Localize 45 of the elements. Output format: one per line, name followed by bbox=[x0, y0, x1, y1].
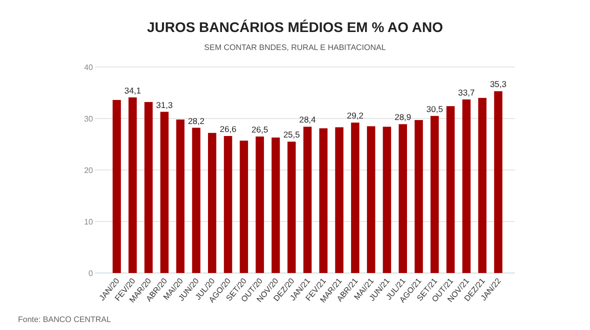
data-label: 26,6 bbox=[220, 124, 237, 134]
y-tick-label: 20 bbox=[84, 166, 94, 175]
bar bbox=[351, 122, 360, 273]
bar bbox=[112, 100, 121, 273]
bar bbox=[224, 136, 232, 273]
bar bbox=[240, 140, 248, 273]
data-label: 33,7 bbox=[458, 87, 475, 98]
bar bbox=[128, 97, 137, 273]
bar bbox=[366, 126, 376, 273]
bar bbox=[256, 136, 264, 273]
data-label: 28,2 bbox=[188, 116, 205, 126]
y-tick-label: 30 bbox=[84, 114, 94, 124]
data-label: 29,2 bbox=[346, 110, 364, 121]
bar bbox=[272, 138, 280, 273]
bar bbox=[192, 128, 200, 273]
bar bbox=[160, 112, 169, 273]
bar bbox=[335, 127, 344, 273]
y-tick-label: 10 bbox=[84, 218, 94, 226]
bar bbox=[478, 98, 486, 273]
bar bbox=[208, 132, 216, 273]
y-tick-label: 0 bbox=[88, 269, 94, 278]
bar bbox=[319, 128, 328, 273]
chart-subtitle: SEM CONTAR BNDES, RURAL E HABITACIONAL bbox=[204, 43, 386, 52]
y-tick-label: 40 bbox=[84, 63, 94, 72]
data-label: 31,3 bbox=[156, 100, 173, 110]
bar bbox=[494, 91, 502, 273]
data-label: 28,9 bbox=[394, 112, 412, 122]
data-label: 30,5 bbox=[426, 104, 444, 114]
bar bbox=[446, 106, 455, 273]
bar bbox=[176, 120, 184, 273]
bar bbox=[382, 126, 392, 273]
data-label: 34,1 bbox=[124, 85, 142, 96]
bar bbox=[414, 120, 423, 273]
bar bbox=[303, 126, 312, 273]
source-note: Fonte: BANCO CENTRAL bbox=[18, 315, 112, 324]
data-label: 25,5 bbox=[283, 130, 300, 140]
bar bbox=[462, 99, 471, 273]
bar bbox=[144, 102, 153, 273]
bar bbox=[398, 124, 407, 273]
chart-title: JUROS BANCÁRIOS MÉDIOS EM % AO ANO bbox=[146, 19, 444, 35]
bar bbox=[287, 142, 296, 273]
data-label: 35,3 bbox=[490, 79, 507, 90]
bar bbox=[430, 116, 439, 273]
data-label: 26,5 bbox=[252, 124, 268, 135]
data-label: 28,4 bbox=[299, 114, 316, 125]
